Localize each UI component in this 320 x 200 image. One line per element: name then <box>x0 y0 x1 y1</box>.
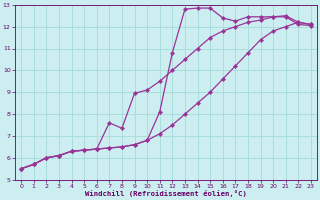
X-axis label: Windchill (Refroidissement éolien,°C): Windchill (Refroidissement éolien,°C) <box>85 190 247 197</box>
